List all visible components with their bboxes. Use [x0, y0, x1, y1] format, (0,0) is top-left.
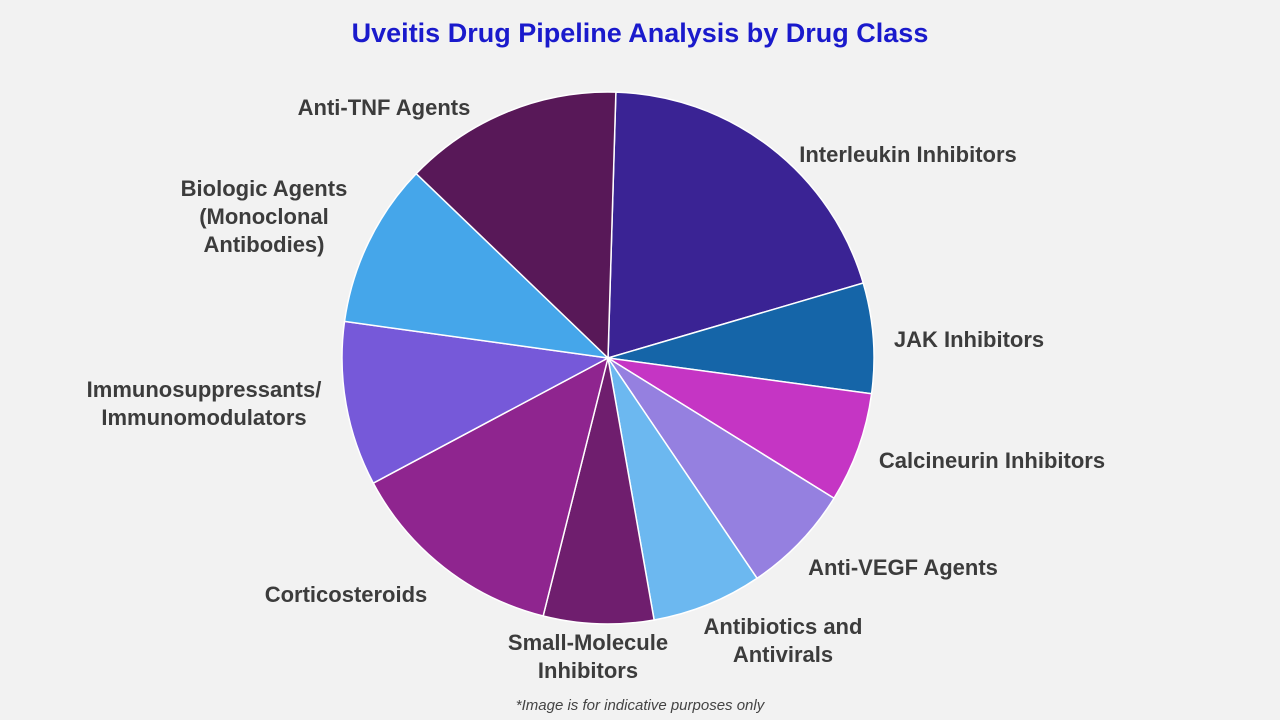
slice-label: Small-Molecule Inhibitors	[507, 630, 669, 683]
pie-slice	[607, 357, 873, 500]
slice-label: Immunosuppressants/ Immunomodulators	[86, 377, 322, 430]
pie-slice	[607, 91, 865, 360]
footnote: *Image is for indicative purposes only	[515, 697, 765, 714]
pie-slice	[607, 357, 759, 621]
slice-label: Calcineurin Inhibitors	[878, 448, 1106, 473]
slice-label: JAK Inhibitors	[893, 327, 1045, 352]
slice-label: Biologic Agents (Monoclonal Antibodies)	[180, 176, 348, 257]
slice-label: Corticosteroids	[264, 582, 428, 607]
slice-label: Interleukin Inhibitors	[799, 142, 1017, 167]
slice-label: Anti-TNF Agents	[297, 95, 471, 120]
slice-label: Anti-VEGF Agents	[808, 555, 998, 580]
pie-slice	[607, 357, 836, 580]
pie-slice	[341, 320, 611, 485]
pie-slice	[607, 282, 875, 395]
slice-label: Antibiotics and Antivirals	[703, 614, 863, 667]
pie-slice	[542, 357, 656, 625]
pie-slice	[372, 356, 610, 617]
chart-title: Uveitis Drug Pipeline Analysis by Drug C…	[351, 18, 929, 48]
pie-slice	[343, 172, 611, 360]
pie-slice	[415, 91, 617, 360]
